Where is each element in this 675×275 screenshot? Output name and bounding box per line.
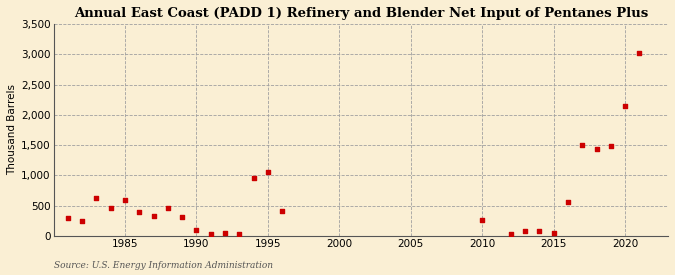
Point [563, 200, 574, 204]
Point [148, 214, 159, 218]
Point [277, 208, 288, 213]
Point [119, 198, 130, 202]
Point [91, 196, 102, 200]
Point [234, 232, 245, 236]
Point [177, 214, 188, 219]
Point [520, 229, 531, 233]
Point [263, 170, 273, 174]
Point [605, 144, 616, 148]
Point [219, 231, 230, 235]
Point [205, 231, 216, 236]
Y-axis label: Thousand Barrels: Thousand Barrels [7, 84, 17, 175]
Text: Source: U.S. Energy Information Administration: Source: U.S. Energy Information Administ… [54, 260, 273, 270]
Point [163, 205, 173, 210]
Point [634, 51, 645, 55]
Point [248, 176, 259, 181]
Point [577, 143, 588, 147]
Point [534, 229, 545, 233]
Title: Annual East Coast (PADD 1) Refinery and Blender Net Input of Pentanes Plus: Annual East Coast (PADD 1) Refinery and … [74, 7, 648, 20]
Point [77, 219, 88, 224]
Point [134, 210, 144, 214]
Point [105, 206, 116, 210]
Point [506, 232, 516, 236]
Point [477, 218, 487, 222]
Point [191, 228, 202, 232]
Point [591, 147, 602, 152]
Point [62, 216, 73, 221]
Point [620, 103, 630, 108]
Point [548, 231, 559, 235]
